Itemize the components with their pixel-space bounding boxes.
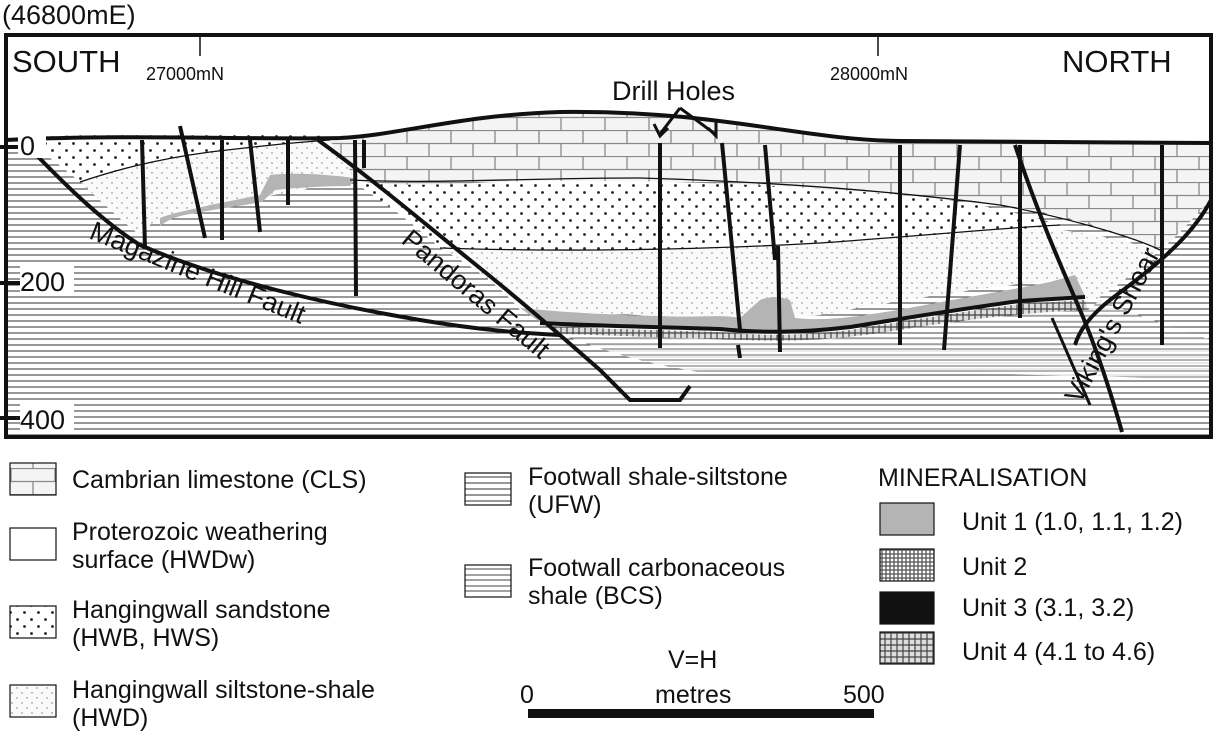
mineral-unit4-band [545,300,1088,341]
legend-hwd-label-2: (HWD) [72,704,148,732]
northing-28000-label: 28000mN [830,64,908,84]
scale-end-label: 500 [843,681,885,709]
legend-swatch-unit1 [879,502,935,536]
legend-ufw-label-2: (UFW) [528,491,602,519]
scale-unit-label: metres [655,681,731,709]
legend-bcs-label-1: Footwall carbonaceous [528,554,785,582]
legend-swatch-bcs [464,564,512,598]
legend-hwb-label-2: (HWB, HWS) [72,624,219,652]
depth-0-label: 0 [20,131,35,161]
hangingwall-siltstone-central [440,228,1160,319]
drill-hole-traces [140,125,1164,359]
legend-swatch-hwb [9,605,57,639]
drill-holes-arrows [652,106,718,140]
section-body [6,35,1211,437]
vikings-shear [1013,144,1124,433]
depth-400-label: 400 [20,405,65,435]
mineralisation-legend: MINERALISATION Unit 1 (1.0, 1.1, 1.2) Un… [878,464,1183,666]
lithology-legend: Cambrian limestone (CLS) Proterozoic wea… [9,462,788,732]
legend-swatch-ufw [464,472,512,506]
legend-cls-label: Cambrian limestone (CLS) [72,466,367,494]
legend-hwdw-label-1: Proterozoic weathering [72,518,328,546]
magazine-hill-fault [18,136,561,337]
legend-swatch-hwd [9,684,57,718]
drill-holes-label: Drill Holes [612,76,735,106]
cambrian-limestone-layer [330,111,1211,250]
northing-27000-label: 27000mN [146,64,224,84]
scale-ratio-label: V=H [668,646,717,674]
legend-unit3-label: Unit 3 (3.1, 3.2) [962,594,1134,622]
legend-swatch-cls [9,462,57,496]
hangingwall-sandstone-central [350,180,1060,252]
legend-ufw-label-1: Footwall shale-siltstone [528,463,788,491]
mineralisation-title: MINERALISATION [878,464,1087,492]
section-frame [4,33,1213,439]
legend-swatch-unit4 [879,631,935,665]
northern-shear-fault [1073,199,1211,346]
easting-label: (46800mE) [2,0,136,30]
scale-start-label: 0 [520,681,534,709]
depth-200-label: 200 [20,267,65,297]
legend-hwb-label-1: Hangingwall sandstone [72,596,331,624]
legend-hwd-label-1: Hangingwall siltstone-shale [72,676,375,704]
pandoras-fault [316,138,692,402]
south-label: SOUTH [12,44,121,79]
legend-swatch-hwdw [9,527,57,561]
vikings-shear-splay [1050,317,1092,406]
footwall-bcs-band [560,300,1211,380]
legend-unit4-label: Unit 4 (4.1 to 4.6) [962,638,1155,666]
legend-swatch-unit2 [879,548,935,582]
legend-bcs-label-2: shale (BCS) [528,582,663,610]
legend-unit2-label: Unit 2 [962,553,1027,581]
north-label: NORTH [1062,44,1172,79]
scale-bar-line [528,709,874,718]
ground-surface [6,109,1211,145]
legend-hwdw-label-2: surface (HWDw) [72,546,255,574]
scale-bar: V=H 0 metres 500 [520,646,885,718]
legend-swatch-unit3 [879,591,935,625]
legend-unit1-label: Unit 1 (1.0, 1.1, 1.2) [962,508,1183,536]
above-surface-area [6,35,1211,143]
